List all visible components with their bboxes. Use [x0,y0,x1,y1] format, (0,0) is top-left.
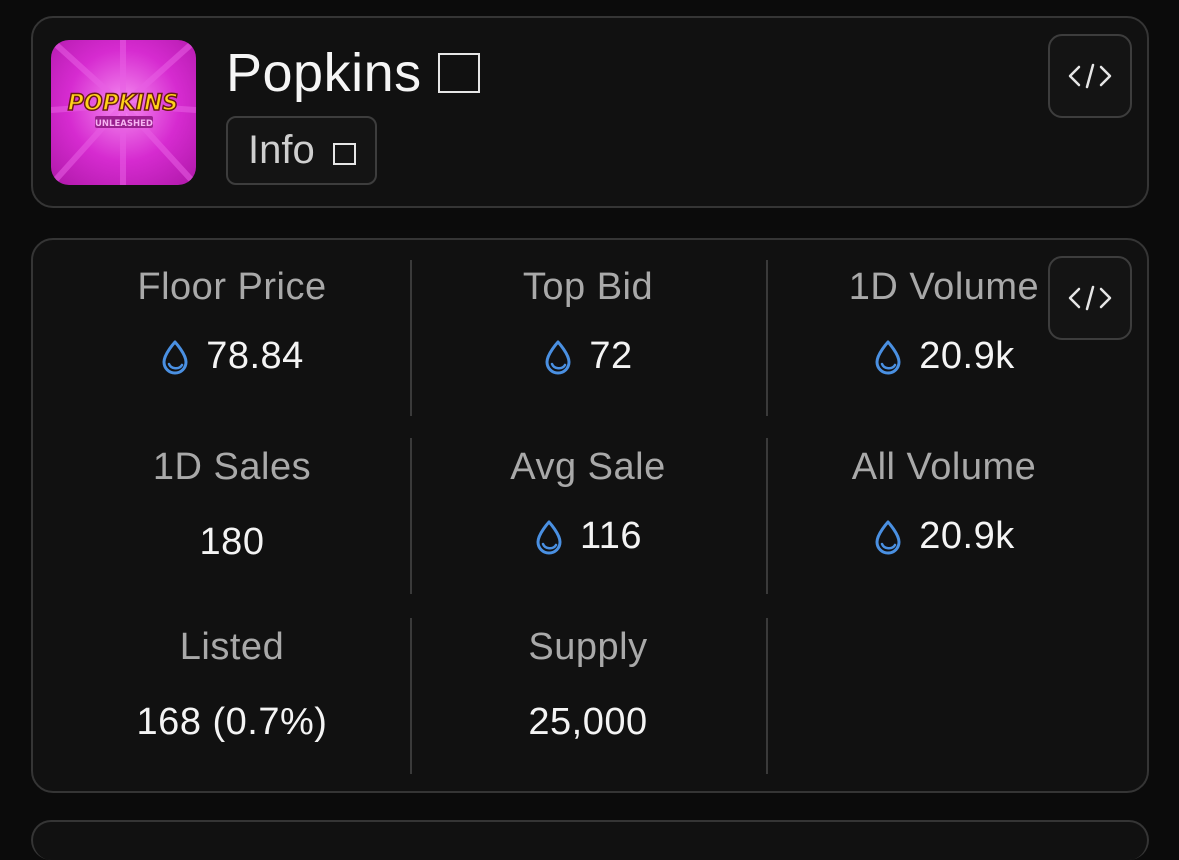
sui-drop-icon [875,340,901,374]
info-square-icon [332,142,356,165]
stat-floor-price: Floor Price 78.84 [55,266,409,378]
stat-value: 20.9k [919,515,1015,557]
stat-label: 1D Sales [152,446,312,488]
stat-avg-sale: Avg Sale 116 [411,446,765,558]
stat-label: 1D Volume [848,266,1040,308]
stat-value: 78.84 [206,335,304,377]
stats-embed-code-button[interactable] [1048,256,1132,340]
stat-1d-sales: 1D Sales 180 [55,446,409,564]
sui-drop-icon [536,520,562,554]
stat-value: 72 [589,335,633,377]
stat-value: 180 [199,521,265,563]
stat-value: 20.9k [919,335,1015,377]
embed-code-button[interactable] [1048,34,1132,118]
logo-brand-text: POPKINS [68,91,178,116]
info-button-label: Info [248,128,315,172]
stat-label: Listed [179,626,285,668]
code-icon [1068,285,1112,311]
sui-drop-icon [162,340,188,374]
sui-drop-icon [875,520,901,554]
column-divider [410,618,412,774]
code-icon [1068,63,1112,89]
collection-header-card: POPKINS UNLEASHED Popkins Info [31,16,1149,208]
column-divider [410,260,412,416]
column-divider [410,438,412,594]
info-button[interactable]: Info [226,116,377,185]
stat-label: Top Bid [522,266,654,308]
column-divider [766,618,768,774]
collection-title: Popkins [226,43,422,103]
column-divider [766,438,768,594]
stat-value: 116 [579,515,643,557]
stat-label: Avg Sale [510,446,666,488]
stat-top-bid: Top Bid 72 [411,266,765,378]
stat-value: 25,000 [528,701,648,743]
stat-value: 168 (0.7%) [136,701,328,743]
copy-square-icon[interactable] [437,53,480,93]
stat-label: All Volume [851,446,1037,488]
stat-supply: Supply 25,000 [411,626,765,744]
stat-label: Floor Price [137,266,327,308]
next-section-card [31,820,1149,860]
logo-sub-text: UNLEASHED [95,119,153,129]
stat-1d-volume: 1D Volume 20.9k [767,266,1121,378]
column-divider [766,260,768,416]
stat-all-volume: All Volume 20.9k [767,446,1121,558]
sui-drop-icon [545,340,571,374]
collection-logo: POPKINS UNLEASHED [51,40,196,185]
collection-stats-card: Floor Price 78.84 Top Bid 72 1D Volume 2… [31,238,1149,793]
stat-label: Supply [528,626,648,668]
stat-listed: Listed 168 (0.7%) [55,626,409,744]
